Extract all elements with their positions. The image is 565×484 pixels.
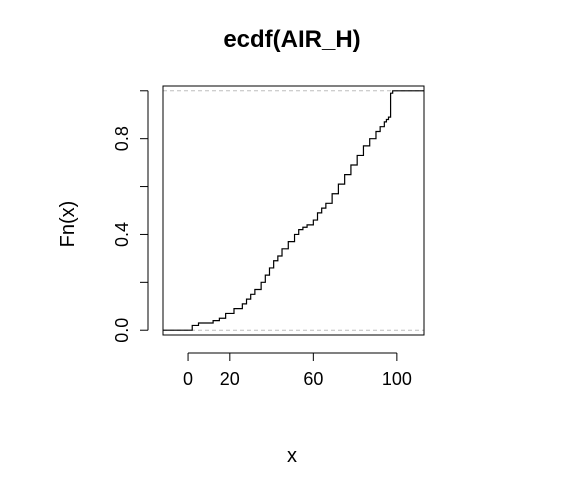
x-tick-label: 60 bbox=[303, 369, 323, 389]
chart-title: ecdf(AIR_H) bbox=[223, 26, 360, 53]
plot-frame bbox=[162, 85, 425, 336]
x-tick-label: 0 bbox=[183, 369, 193, 389]
y-tick-label: 0.0 bbox=[112, 318, 132, 343]
x-axis-label: x bbox=[287, 445, 297, 467]
y-tick-label: 0.4 bbox=[112, 222, 132, 247]
x-axis: 0 20 60 100 bbox=[183, 352, 412, 389]
y-tick-label: 0.8 bbox=[112, 126, 132, 151]
x-tick-label: 100 bbox=[382, 369, 412, 389]
reference-lines bbox=[163, 90, 424, 331]
y-axis: 0.0 0.4 0.8 bbox=[112, 90, 149, 343]
y-axis-label: Fn(x) bbox=[57, 201, 79, 248]
ecdf-series bbox=[163, 90, 424, 331]
x-tick-label: 20 bbox=[220, 369, 240, 389]
ecdf-step-line bbox=[163, 90, 424, 331]
